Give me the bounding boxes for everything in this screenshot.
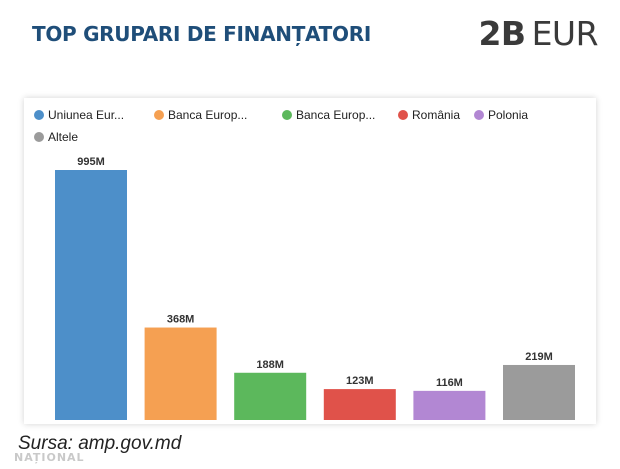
legend-swatch [154, 110, 164, 120]
watermark-logo: NAȚIONAL [14, 451, 85, 464]
total-currency: EUR [531, 14, 599, 53]
legend-label: România [412, 108, 461, 122]
legend-label: Uniunea Eur... [48, 108, 125, 122]
total-amount: 2B [478, 14, 526, 53]
legend-item[interactable]: Altele [34, 130, 154, 144]
legend-swatch [34, 110, 44, 120]
bar[interactable] [503, 364, 575, 420]
legend-swatch [34, 132, 44, 142]
legend-item[interactable]: România [398, 108, 474, 122]
legend-item[interactable]: Polonia [474, 108, 564, 122]
bar[interactable] [413, 390, 486, 420]
legend-label: Banca Europ... [296, 108, 376, 122]
chart-title: TOP GRUPARI DE FINANȚATORI [32, 22, 371, 46]
total-amount-badge: 2B EUR [478, 14, 598, 53]
legend-item[interactable]: Banca Europ... [282, 108, 398, 122]
bar[interactable] [144, 327, 217, 420]
source-caption: Sursa: amp.gov.md [18, 433, 182, 454]
bar-value-label: 368M [167, 314, 195, 326]
legend-item[interactable]: Banca Europ... [154, 108, 282, 122]
legend-swatch [282, 110, 292, 120]
chart-card: Uniunea Eur... Banca Europ... Banca Europ.… [24, 98, 596, 424]
bar-chart: 995M 368M 188M 123M 116M 219M [55, 156, 575, 420]
bar[interactable] [323, 389, 396, 420]
bar[interactable] [55, 170, 127, 420]
legend-swatch [398, 110, 408, 120]
bar-value-label: 188M [256, 359, 284, 371]
bar-value-label: 116M [436, 377, 463, 389]
bar-value-label: 123M [346, 375, 374, 387]
legend-label: Altele [48, 130, 79, 144]
legend-swatch [474, 110, 484, 120]
bar[interactable] [234, 372, 307, 420]
bar-value-label: 995M [77, 156, 105, 168]
chart-legend: Uniunea Eur... Banca Europ... Banca Europ.… [34, 108, 594, 144]
legend-label: Polonia [488, 108, 529, 122]
legend-item[interactable]: Uniunea Eur... [34, 108, 154, 122]
legend-label: Banca Europ... [168, 108, 248, 122]
bar-value-label: 219M [525, 351, 553, 363]
